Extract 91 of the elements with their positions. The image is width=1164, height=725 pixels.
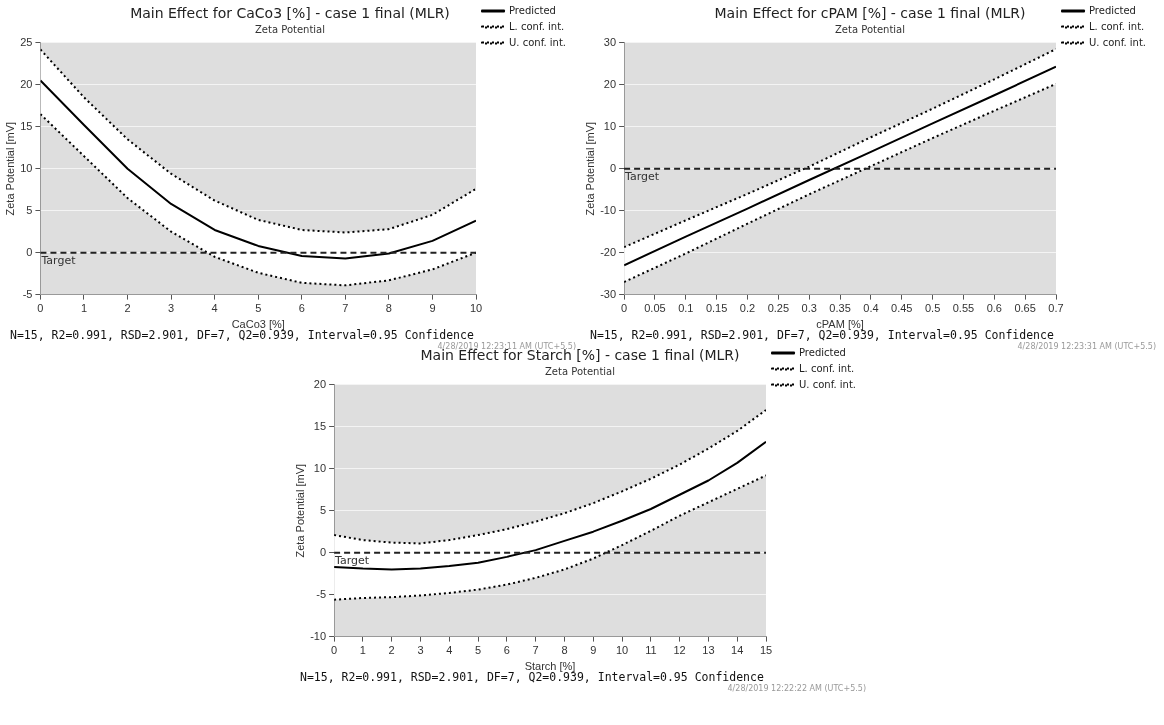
y-tick-label: 5 xyxy=(26,203,33,216)
x-axis-title: Starch [%] xyxy=(524,660,576,673)
y-tick-label: 20 xyxy=(603,77,617,90)
y-tick-label: 0 xyxy=(609,161,617,174)
x-tick-label: 0.65 xyxy=(1014,302,1036,315)
text: 4/28/2019 12:23:31 AM (UTC+5.5) xyxy=(1017,342,1156,351)
y-tick-label: -5 xyxy=(316,587,327,600)
legend-label: L. conf. int. xyxy=(1089,20,1145,32)
x-tick-label: 0.4 xyxy=(863,302,879,315)
y-tick-label: 20 xyxy=(313,377,327,390)
x-tick-label: 0.1 xyxy=(678,302,694,315)
y-tick-label: -10 xyxy=(600,203,617,216)
y-tick-label: 0 xyxy=(26,245,33,258)
x-tick-label: 0.45 xyxy=(891,302,913,315)
x-tick-label: 6 xyxy=(298,302,305,315)
x-tick-label: 11 xyxy=(645,644,657,657)
x-tick-label: 1 xyxy=(359,644,366,657)
x-tick-label: 0.15 xyxy=(705,302,728,315)
y-tick-label: 5 xyxy=(319,503,327,516)
chart-title: Main Effect for cPAM [%] - case 1 final (MLR) xyxy=(714,5,1026,22)
chart-subtitle: Zeta Potential xyxy=(834,24,906,36)
chart-subtitle: Zeta Potential xyxy=(254,24,326,36)
line-series xyxy=(334,474,766,601)
x-tick-label: 0.25 xyxy=(767,302,790,315)
y-axis-title: Zeta Potential [mV] xyxy=(583,121,596,216)
x-tick-label: 0 xyxy=(621,302,628,315)
x-tick-label: 2 xyxy=(124,302,131,315)
y-axis-title: Zeta Potential [mV] xyxy=(293,463,306,558)
x-tick-label: 7 xyxy=(342,302,349,315)
y-tick-label: 25 xyxy=(20,35,33,48)
y-axis-title: Zeta Potential [mV] xyxy=(3,121,16,216)
line-series xyxy=(40,48,476,234)
x-tick-label: 8 xyxy=(385,302,392,315)
x-tick-label: 0 xyxy=(331,644,338,657)
x-tick-label: 0.05 xyxy=(644,302,666,315)
y-tick-label: 10 xyxy=(20,161,33,174)
text: 4/28/2019 12:22:22 AM (UTC+5.5) xyxy=(726,684,866,693)
x-tick-label: 2 xyxy=(388,644,395,657)
x-axis-title: cPAM [%] xyxy=(816,318,864,331)
ref-line-label: Target xyxy=(334,554,370,568)
x-tick-label: 8 xyxy=(561,644,568,657)
x-tick-label: 12 xyxy=(673,644,686,657)
x-tick-label: 0.2 xyxy=(739,302,756,315)
x-tick-label: 14 xyxy=(731,644,744,657)
legend-label: U. conf. int. xyxy=(509,36,566,48)
x-tick-label: 3 xyxy=(168,302,175,315)
legend-label: Predicted xyxy=(509,4,556,16)
y-tick-label: 0 xyxy=(319,545,327,558)
x-tick-label: 5 xyxy=(255,302,262,315)
chart-title: Main Effect for CaCo3 [%] - case 1 final (MLR) xyxy=(130,5,450,22)
x-tick-label: 13 xyxy=(702,644,715,657)
x-tick-label: 3 xyxy=(417,644,424,657)
legend-label: Predicted xyxy=(799,346,846,358)
x-tick-label: 5 xyxy=(475,644,482,657)
y-tick-label: 10 xyxy=(313,461,327,474)
x-tick-label: 4 xyxy=(211,302,218,315)
y-tick-label: 15 xyxy=(313,419,327,432)
x-axis-title: CaCo3 [%] xyxy=(231,318,285,331)
x-tick-label: 0 xyxy=(37,302,44,315)
legend-label: U. conf. int. xyxy=(799,378,856,390)
x-tick-label: 0.3 xyxy=(801,302,817,315)
y-tick-label: -20 xyxy=(600,245,617,258)
x-tick-label: 10 xyxy=(469,302,483,315)
y-tick-label: -10 xyxy=(310,629,327,642)
chart-subtitle: Zeta Potential xyxy=(544,366,616,378)
x-tick-label: 4 xyxy=(446,644,453,657)
y-tick-label: 30 xyxy=(603,35,617,48)
x-tick-label: 0.6 xyxy=(986,302,1002,315)
x-tick-label: 9 xyxy=(590,644,597,657)
x-tick-label: 10 xyxy=(615,644,629,657)
y-tick-label: 10 xyxy=(603,119,617,132)
x-tick-label: 7 xyxy=(532,644,539,657)
x-tick-label: 0.35 xyxy=(829,302,851,315)
legend-label: U. conf. int. xyxy=(1089,36,1146,48)
y-tick-label: -30 xyxy=(600,287,617,300)
legend-label: Predicted xyxy=(1089,4,1136,16)
x-tick-label: 1 xyxy=(80,302,88,315)
x-tick-label: 0.7 xyxy=(1048,302,1064,315)
line-series xyxy=(334,408,766,545)
x-tick-label: 0.55 xyxy=(952,302,975,315)
legend-label: L. conf. int. xyxy=(509,20,565,32)
y-tick-label: 15 xyxy=(20,119,33,132)
legend-label: L. conf. int. xyxy=(799,362,855,374)
ref-line-label: Target xyxy=(40,253,77,267)
x-tick-label: 15 xyxy=(759,644,773,657)
y-tick-label: 20 xyxy=(20,77,33,90)
ref-line-label: Target xyxy=(624,170,660,184)
y-tick-label: -5 xyxy=(22,287,33,300)
x-tick-label: 0.5 xyxy=(924,302,941,315)
x-tick-label: 9 xyxy=(429,302,436,315)
x-tick-label: 6 xyxy=(503,644,510,657)
